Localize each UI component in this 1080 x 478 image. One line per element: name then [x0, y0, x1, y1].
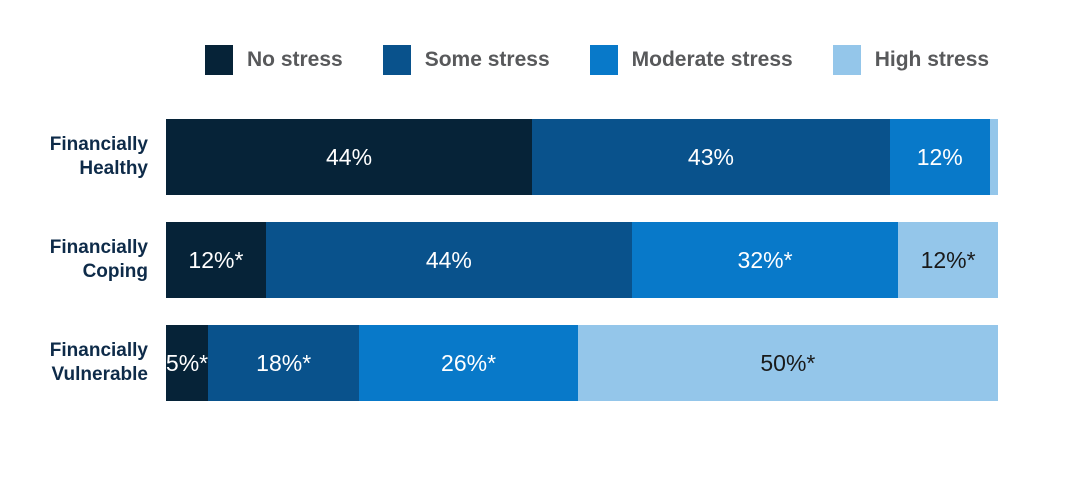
- legend-label-some-stress: Some stress: [424, 48, 550, 71]
- legend-item-high-stress: High stress: [832, 45, 990, 75]
- bar-segment-financially-healthy-some-stress: 43%: [532, 119, 890, 195]
- bar-segment-financially-healthy-no-stress: 44%: [166, 119, 533, 195]
- bar-row-financially-coping: Financially Coping 12%* 44% 32%* 12%*: [0, 222, 998, 298]
- stacked-bar-financially-vulnerable: 5%* 18%* 26%* 50%*: [166, 325, 998, 401]
- legend-item-moderate-stress: Moderate stress: [589, 45, 793, 75]
- bar-segment-financially-vulnerable-no-stress: 5%*: [166, 325, 208, 401]
- bar-segment-financially-vulnerable-some-stress: 18%*: [208, 325, 360, 401]
- legend-label-no-stress: No stress: [247, 48, 343, 71]
- bar-segment-financially-coping-high-stress: 12%*: [898, 222, 998, 298]
- bar-segment-financially-coping-some-stress: 44%: [265, 222, 632, 298]
- legend-label-moderate-stress: Moderate stress: [631, 48, 793, 71]
- bar-segment-financially-healthy-high-stress: [989, 119, 998, 195]
- bar-segment-financially-vulnerable-moderate-stress: 26%*: [359, 325, 578, 401]
- legend-swatch-some-stress: [382, 45, 411, 75]
- category-label-financially-coping: Financially Coping: [49, 237, 148, 282]
- bar-segment-financially-vulnerable-high-stress: 50%*: [577, 325, 998, 401]
- chart-rows: Financially Healthy 44% 43% 12% Financially …: [0, 119, 998, 401]
- legend-swatch-moderate-stress: [589, 45, 618, 75]
- stacked-bar-financially-coping: 12%* 44% 32%* 12%*: [166, 222, 998, 298]
- bar-row-financially-vulnerable: Financially Vulnerable 5%* 18%* 26%* 50%*: [0, 325, 998, 401]
- legend-item-some-stress: Some stress: [382, 45, 550, 75]
- legend-label-high-stress: High stress: [874, 48, 990, 71]
- bar-segment-financially-healthy-moderate-stress: 12%: [889, 119, 990, 195]
- bar-segment-financially-coping-no-stress: 12%*: [166, 222, 266, 298]
- legend-item-no-stress: No stress: [205, 45, 343, 75]
- category-label-financially-vulnerable: Financially Vulnerable: [49, 340, 148, 385]
- category-label-financially-healthy: Financially Healthy: [49, 134, 148, 179]
- legend-swatch-no-stress: [205, 45, 233, 75]
- bar-segment-financially-coping-moderate-stress: 32%*: [631, 222, 899, 298]
- stacked-bar-financially-healthy: 44% 43% 12%: [166, 119, 998, 195]
- chart-legend: No stress Some stress Moderate stress High …: [205, 45, 989, 75]
- bar-row-financially-healthy: Financially Healthy 44% 43% 12%: [0, 119, 998, 195]
- legend-swatch-high-stress: [832, 45, 861, 75]
